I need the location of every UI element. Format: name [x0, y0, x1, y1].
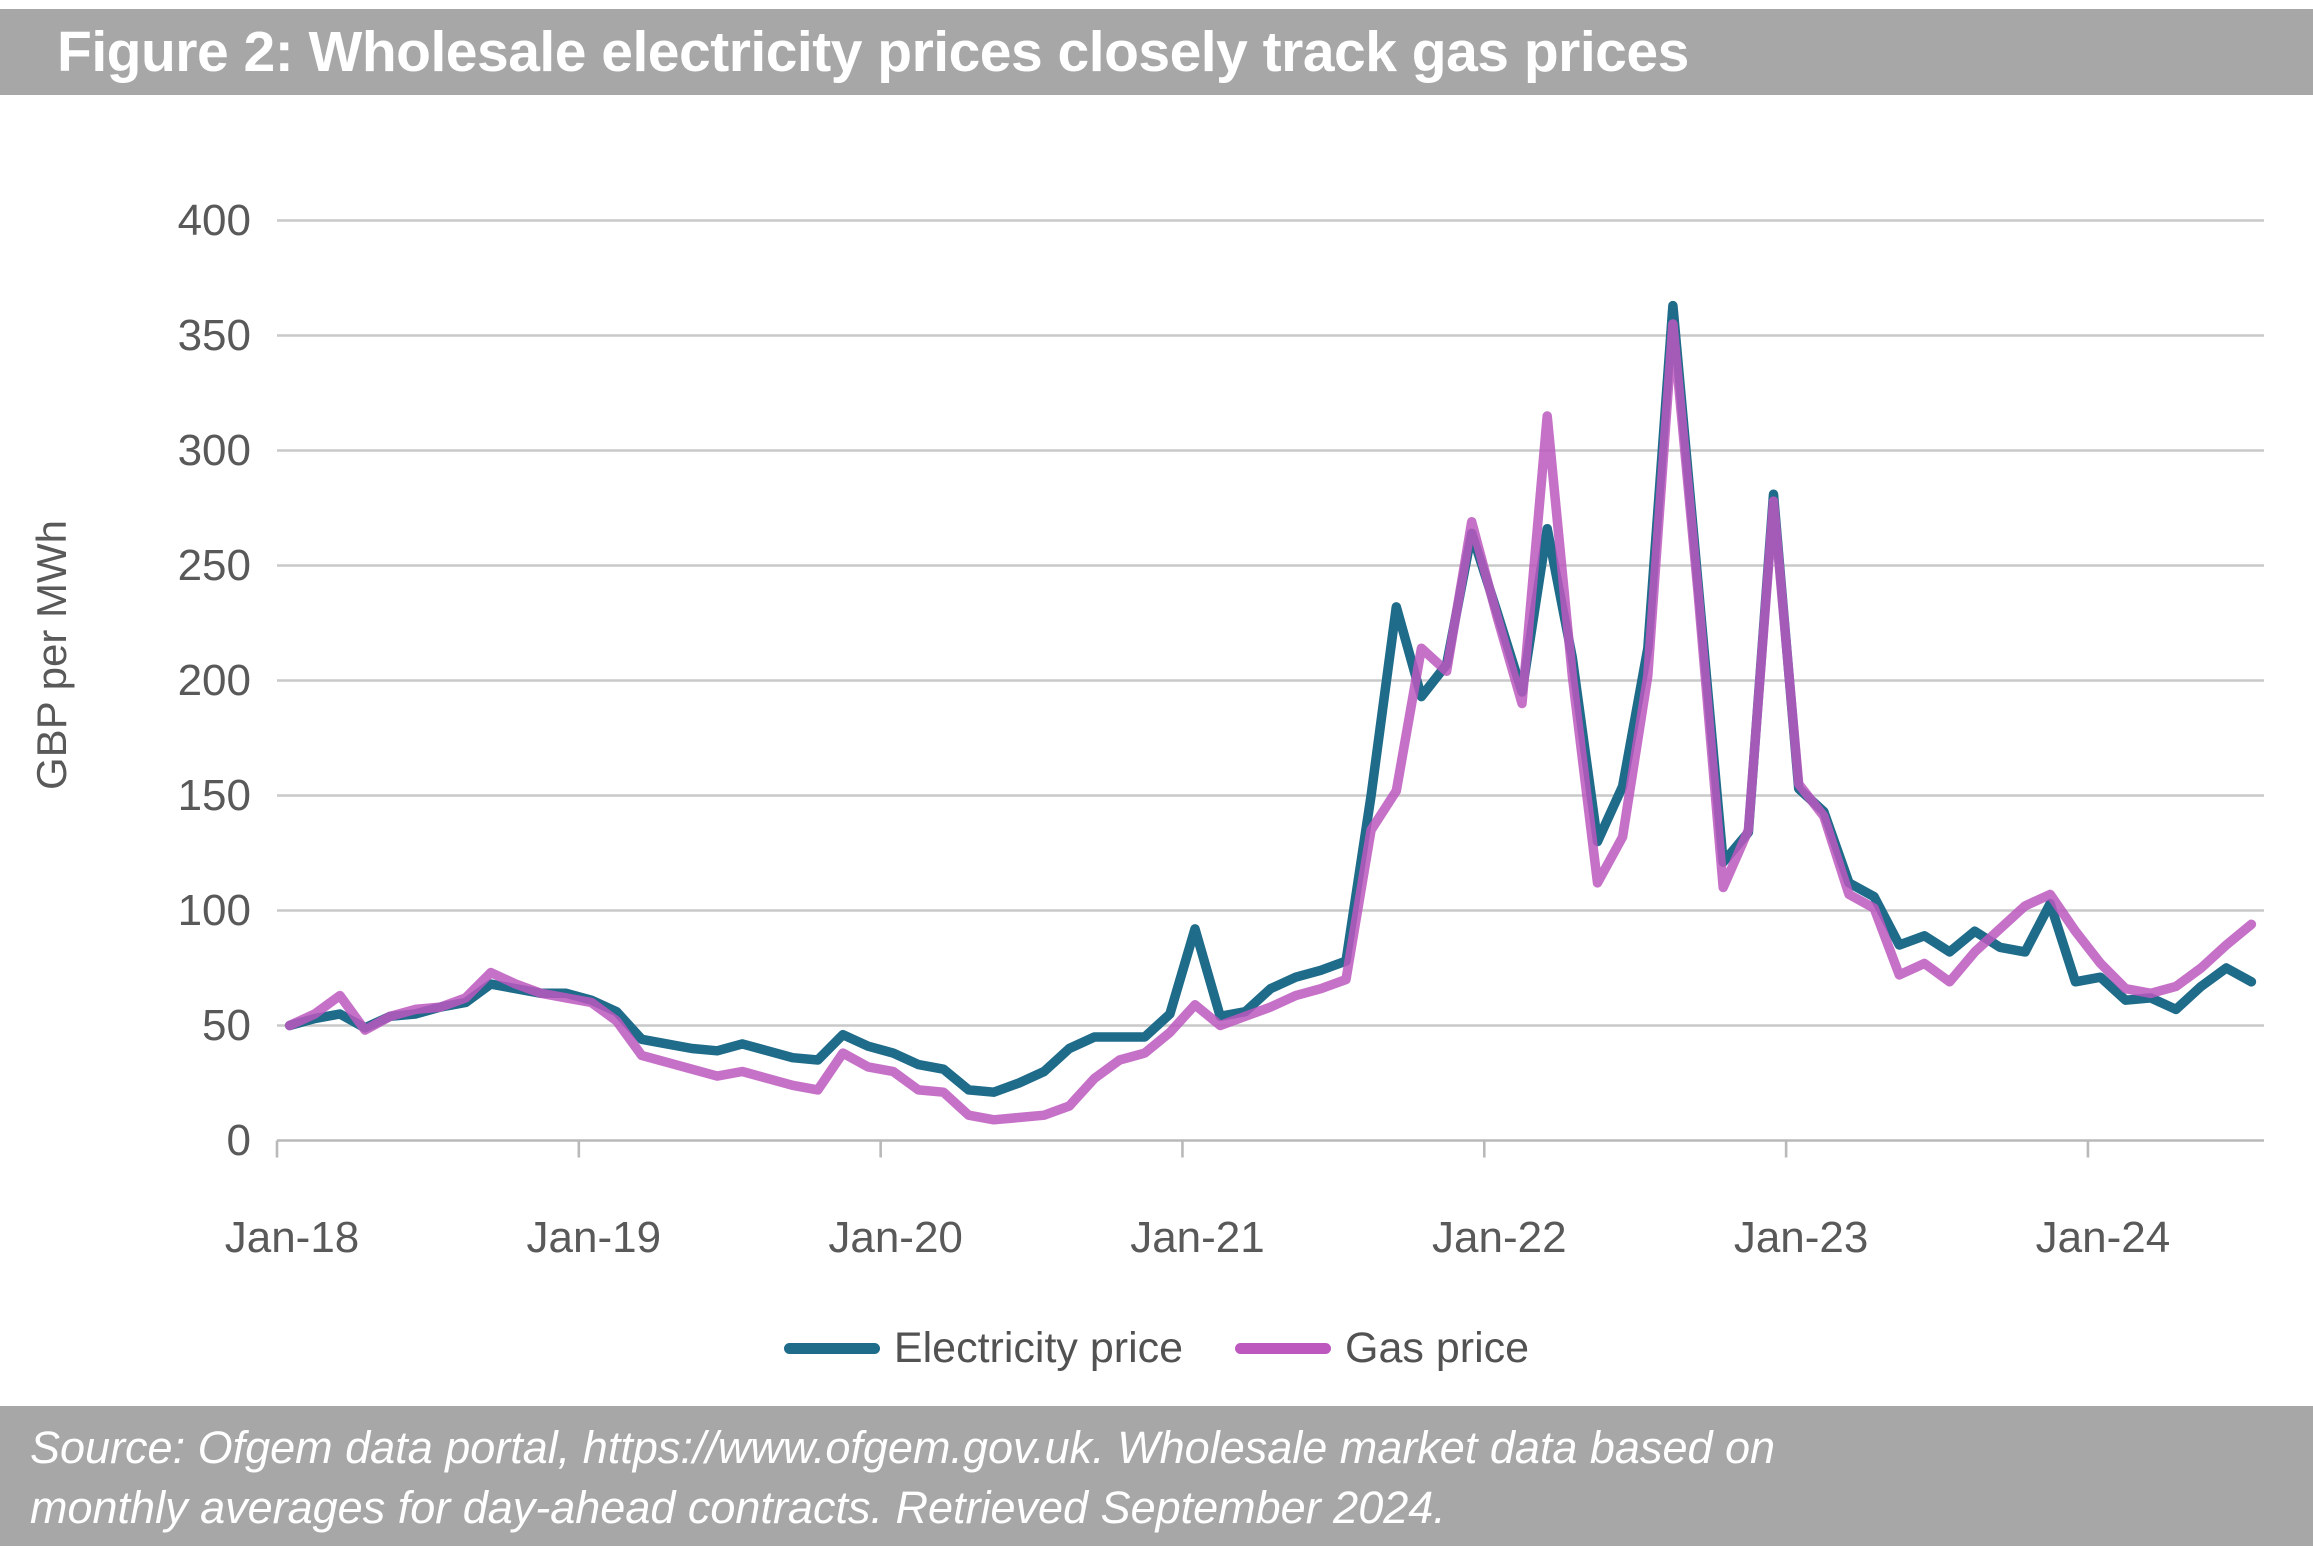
x-tick-label-Jan-20: Jan-20	[828, 1213, 963, 1262]
chart-legend: Electricity price Gas price	[0, 1316, 2313, 1380]
x-tick-label-Jan-18: Jan-18	[225, 1213, 360, 1262]
y-tick-label-200: 200	[178, 656, 251, 705]
legend-label-gas: Gas price	[1345, 1323, 1530, 1372]
figure-title-band: Figure 2: Wholesale electricity prices c…	[0, 9, 2313, 95]
legend-item-electricity: Electricity price	[783, 1323, 1184, 1373]
x-tick-label-Jan-23: Jan-23	[1734, 1213, 1869, 1262]
x-tick-label-Jan-22: Jan-22	[1432, 1213, 1567, 1262]
gas-price-line	[284, 319, 2257, 1125]
source-note-band: Source: Ofgem data portal, https://www.o…	[0, 1406, 2313, 1546]
electricity-line-swatch	[783, 1342, 880, 1354]
x-tick-label-Jan-24: Jan-24	[2036, 1213, 2171, 1262]
electricity-price-line	[284, 300, 2257, 1097]
y-tick-label-300: 300	[178, 426, 251, 475]
source-note-line2: monthly averages for day-ahead contracts…	[30, 1482, 1446, 1533]
y-tick-label-250: 250	[178, 541, 251, 590]
y-tick-label-350: 350	[178, 311, 251, 360]
x-tick-label-Jan-19: Jan-19	[527, 1213, 662, 1262]
y-tick-label-0: 0	[227, 1116, 251, 1165]
figure-title: Figure 2: Wholesale electricity prices c…	[57, 20, 1689, 84]
y-tick-label-50: 50	[202, 1001, 251, 1050]
gas-line-swatch	[1235, 1342, 1332, 1354]
y-tick-label-150: 150	[178, 771, 251, 820]
y-axis-title: GBP per MWh	[28, 520, 75, 790]
y-tick-label-100: 100	[178, 886, 251, 935]
source-note-line1: Source: Ofgem data portal, https://www.o…	[30, 1422, 1776, 1473]
y-tick-label-400: 400	[178, 196, 251, 245]
legend-label-electricity: Electricity price	[893, 1323, 1184, 1372]
legend-item-gas: Gas price	[1235, 1324, 1529, 1373]
x-tick-label-Jan-21: Jan-21	[1130, 1213, 1265, 1262]
